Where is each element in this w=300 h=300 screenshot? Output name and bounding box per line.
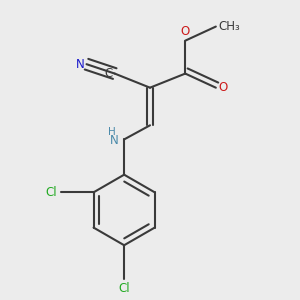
Text: O: O (218, 81, 227, 94)
Text: C: C (104, 67, 112, 80)
Text: N: N (75, 58, 84, 71)
Text: CH₃: CH₃ (218, 20, 240, 33)
Text: Cl: Cl (46, 186, 57, 199)
Text: N: N (110, 134, 118, 147)
Text: H: H (108, 127, 116, 137)
Text: O: O (181, 25, 190, 38)
Text: Cl: Cl (118, 282, 130, 295)
